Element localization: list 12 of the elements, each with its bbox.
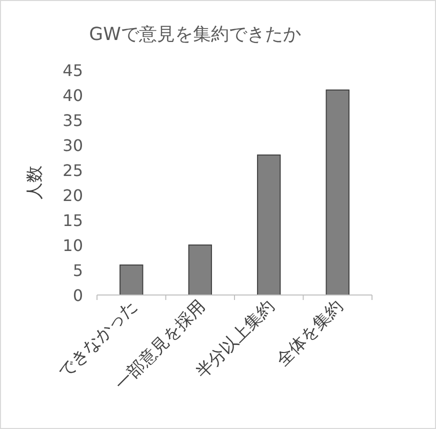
y-tick-label: 0 — [72, 286, 83, 305]
y-tick-label: 40 — [62, 86, 83, 105]
y-tick-label: 25 — [62, 161, 83, 180]
y-tick-label: 30 — [62, 136, 83, 155]
y-tick-label: 10 — [62, 236, 83, 255]
y-tick-label: 35 — [62, 111, 83, 130]
y-tick-label: 5 — [72, 261, 83, 280]
y-tick-label: 45 — [62, 61, 83, 80]
chart-title: GWで意見を集約できたか — [89, 24, 301, 45]
y-tick-label: 20 — [62, 186, 83, 205]
y-tick-label: 15 — [62, 211, 83, 230]
y-axis-title: 人数 — [25, 166, 45, 200]
